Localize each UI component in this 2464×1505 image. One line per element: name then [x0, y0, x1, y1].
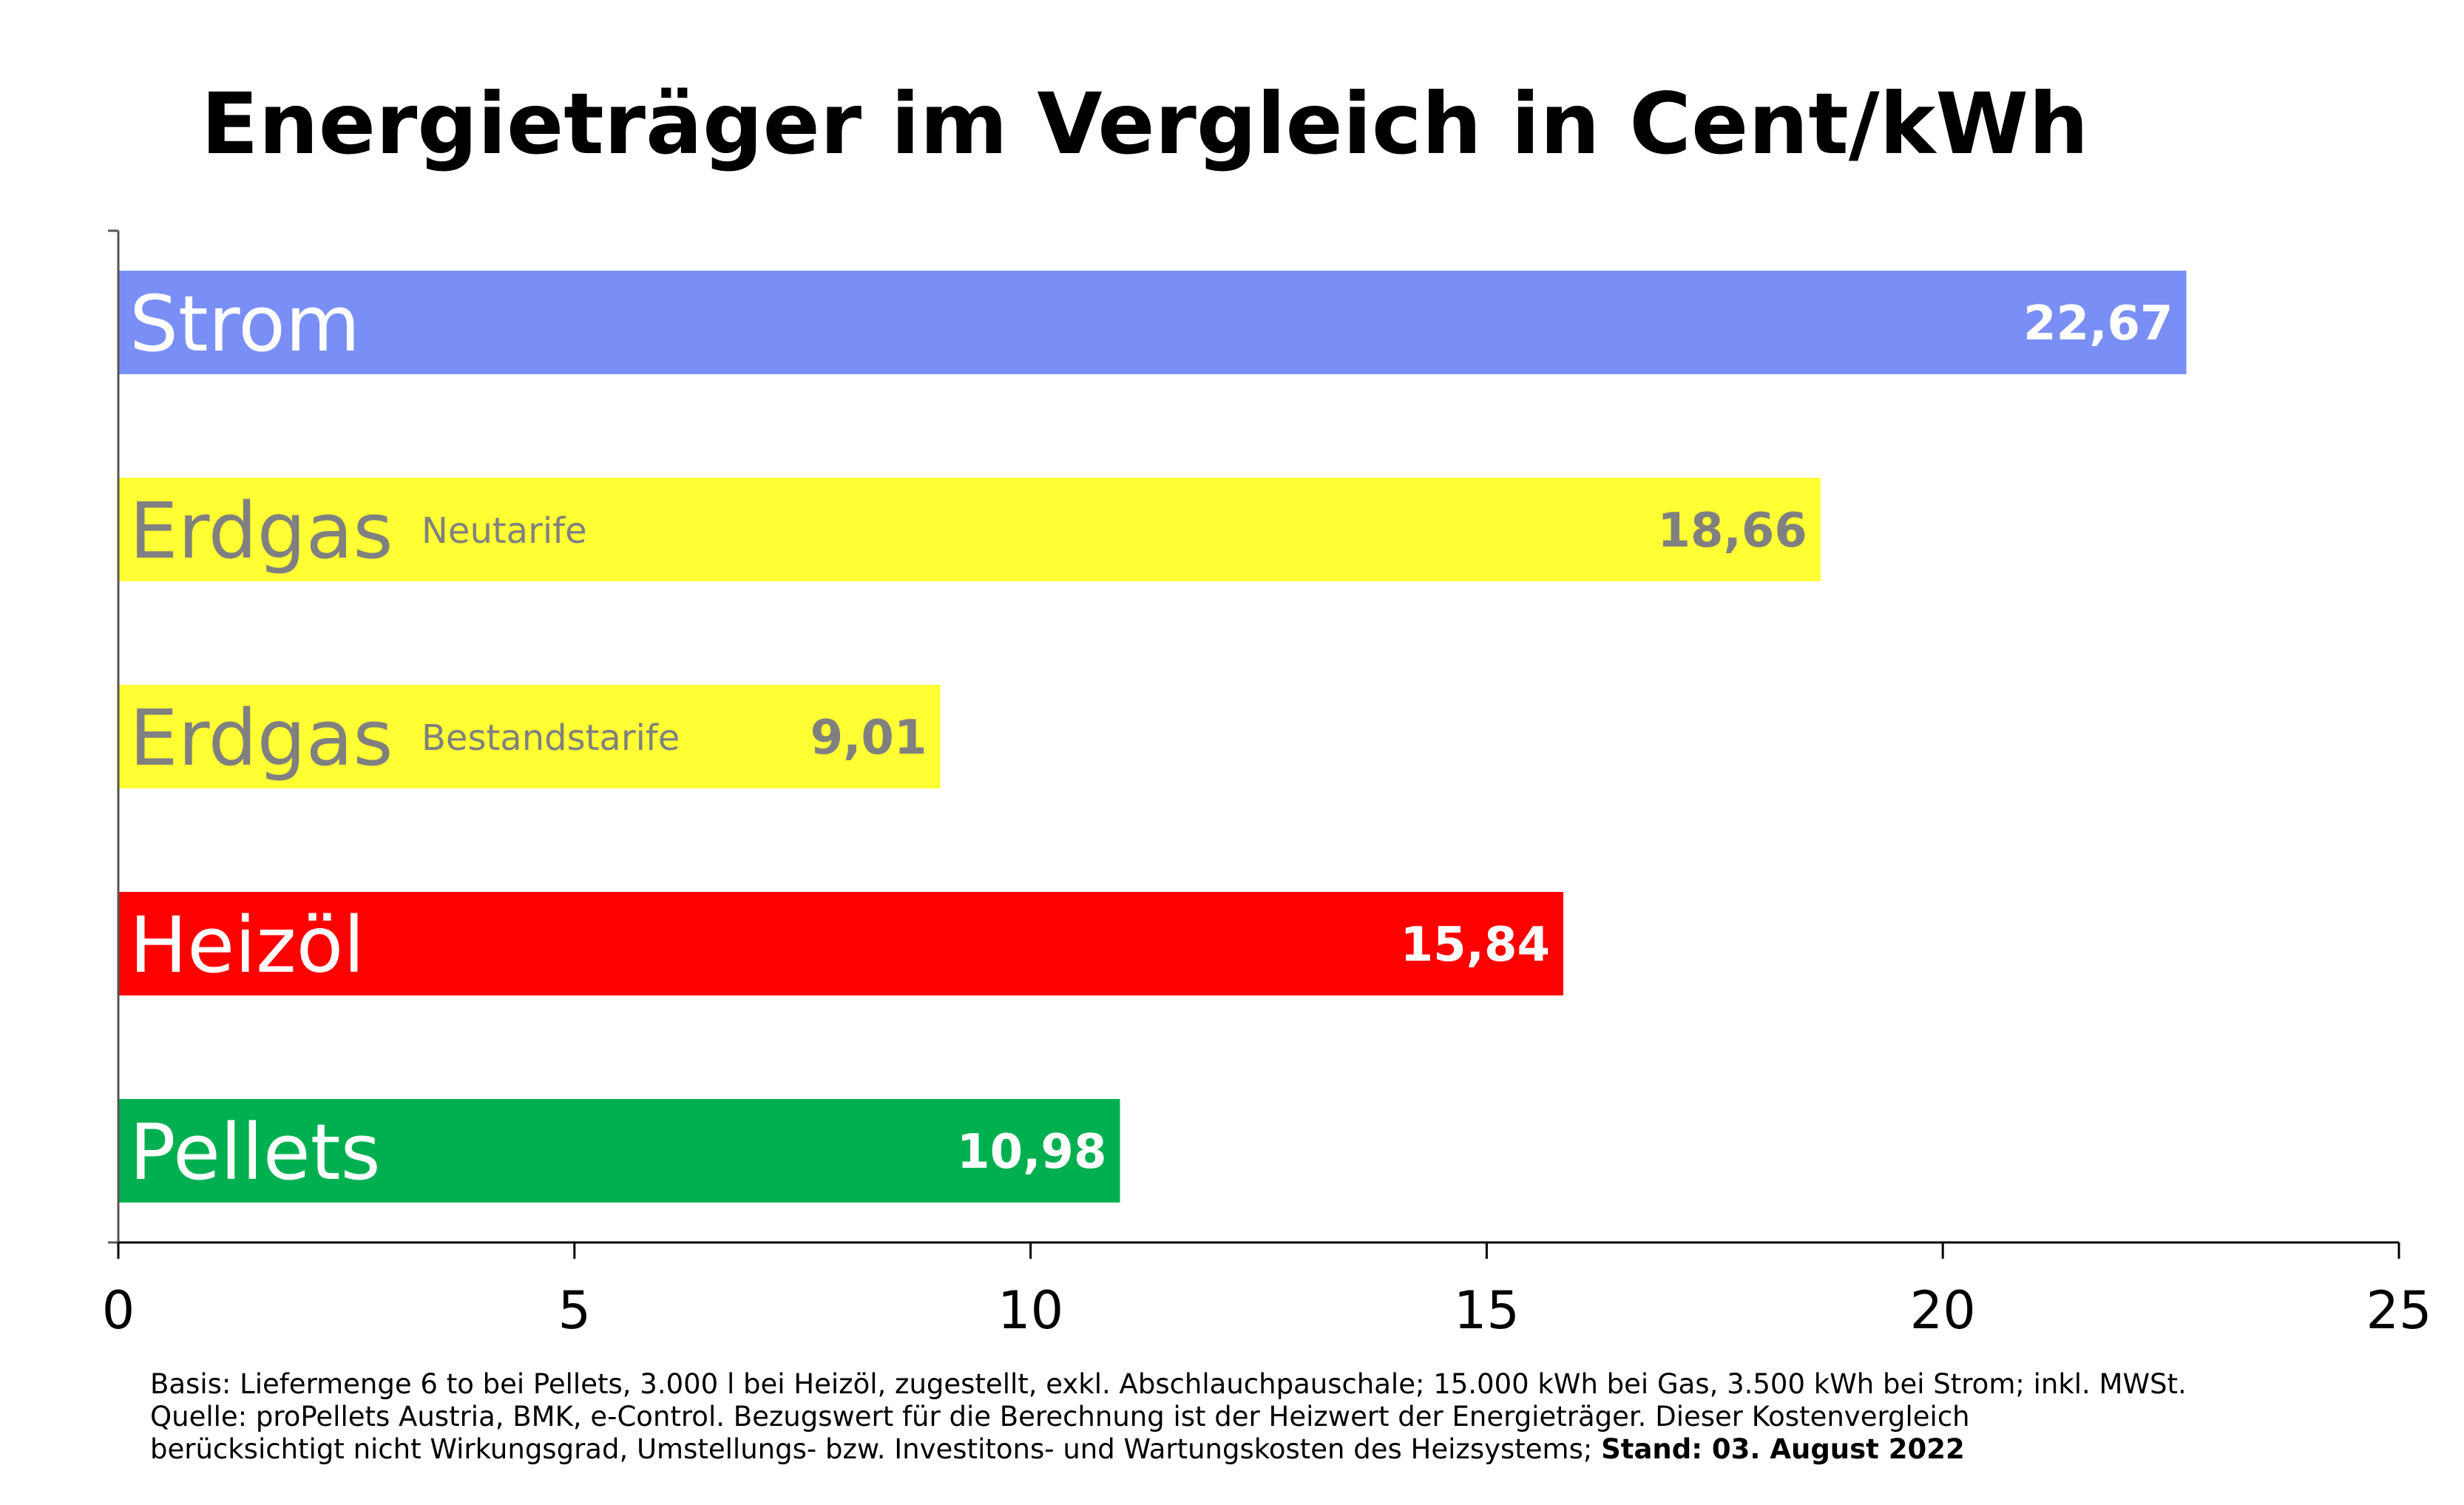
bar-heizöl: [118, 892, 1564, 995]
bar-pellets: [118, 1099, 1120, 1203]
x-tick-label-0: 0: [102, 1280, 135, 1341]
bar-sublabel-erdgas-neutarife: Neutarife: [422, 510, 587, 552]
footnote: Basis: Liefermenge 6 to bei Pellets, 3.0…: [150, 1368, 2413, 1466]
bars-layer: Strom 22,67 Erdgas Neutarife 18,66 Erdgas Best…: [118, 271, 2187, 1203]
x-tick-label-5: 5: [558, 1280, 592, 1341]
bar-value-heizöl: 15,84: [1401, 918, 1550, 973]
bar-label-pellets: Pellets: [129, 1107, 381, 1197]
bar-label-erdgas-bestandstarife: Erdgas: [129, 693, 393, 783]
bar-sublabel-erdgas-bestandstarife: Bestandstarife: [422, 717, 680, 759]
x-tick-label-20: 20: [1910, 1280, 1976, 1341]
bar-value-erdgas-bestandstarife: 9,01: [810, 711, 927, 765]
bar-value-erdgas-neutarife: 18,66: [1657, 504, 1807, 558]
bar-label-strom: Strom: [129, 279, 360, 369]
footnote-basis: Basis: Liefermenge 6 to bei Pellets, 3.0…: [150, 1368, 2187, 1400]
bar-strom: [118, 271, 2187, 374]
bar-value-strom: 22,67: [2023, 297, 2173, 351]
bar-erdgas-bestandstarife: [118, 685, 941, 788]
bar-erdgas-neutarife: [118, 478, 1821, 581]
bar-label-heizöl: Heizöl: [129, 900, 365, 990]
x-axis: 0 5 10 15 20 25: [102, 229, 2432, 1341]
footnote-note: berücksichtigt nicht Wirkungsgrad, Umste…: [150, 1433, 2413, 1466]
bar-label-erdgas-neutarife: Erdgas: [129, 486, 393, 576]
chart-title: Energieträger im Vergleich in Cent/kWh: [201, 75, 2089, 173]
footnote-note-text: berücksichtigt nicht Wirkungsgrad, Umste…: [150, 1433, 1602, 1465]
x-tick-label-10: 10: [998, 1280, 1063, 1341]
bar-value-pellets: 10,98: [957, 1125, 1106, 1180]
x-tick-label-15: 15: [1454, 1280, 1520, 1341]
x-tick-label-25: 25: [2366, 1280, 2431, 1341]
footnote-source: Quelle: proPellets Austria, BMK, e-Contr…: [150, 1401, 1970, 1433]
footnote-date: Stand: 03. August 2022: [1601, 1433, 1965, 1465]
